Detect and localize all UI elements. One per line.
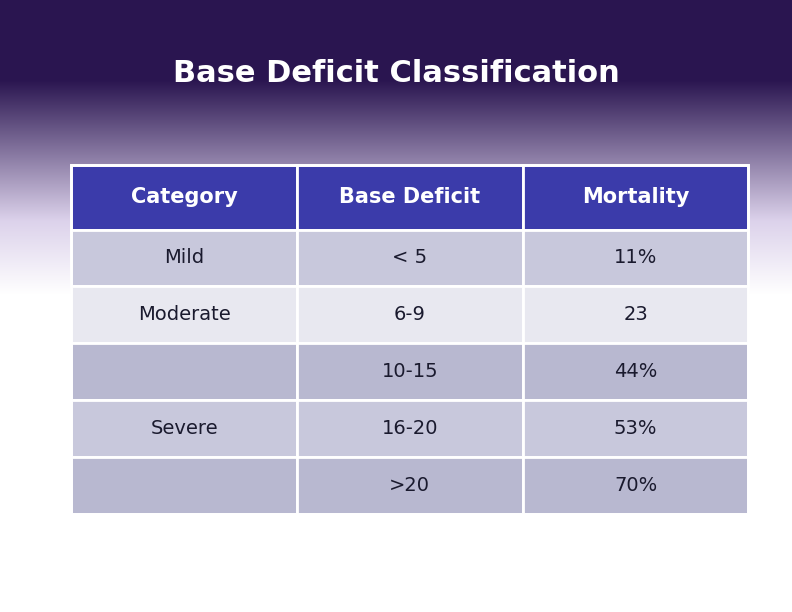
Text: 16-20: 16-20 [382,419,438,438]
Bar [71,457,297,514]
Bar [523,343,748,400]
Text: 53%: 53% [614,419,657,438]
Bar [523,230,748,286]
Text: Base Deficit: Base Deficit [339,187,481,207]
Bar [297,165,523,230]
Bar [297,230,523,286]
Bar [523,165,748,230]
Text: 23: 23 [623,305,648,324]
Bar [297,286,523,343]
Text: 11%: 11% [614,248,657,267]
Bar [71,400,297,457]
Bar [297,343,523,400]
Text: >20: >20 [390,476,430,495]
Text: 70%: 70% [614,476,657,495]
Bar [297,457,523,514]
Bar [71,165,297,230]
Bar [523,457,748,514]
Text: 6-9: 6-9 [394,305,426,324]
Text: Mild: Mild [164,248,204,267]
Bar [71,230,297,286]
Bar [71,165,748,514]
Text: Severe: Severe [150,419,218,438]
Bar [523,286,748,343]
Text: Category: Category [131,187,238,207]
Bar [523,400,748,457]
Bar [297,400,523,457]
Text: Moderate: Moderate [138,305,230,324]
Text: < 5: < 5 [392,248,428,267]
Text: 44%: 44% [614,362,657,381]
Text: 10-15: 10-15 [382,362,438,381]
Text: Mortality: Mortality [582,187,689,207]
Text: Base Deficit Classification: Base Deficit Classification [173,59,619,88]
Bar [71,286,297,343]
Bar [71,343,297,400]
